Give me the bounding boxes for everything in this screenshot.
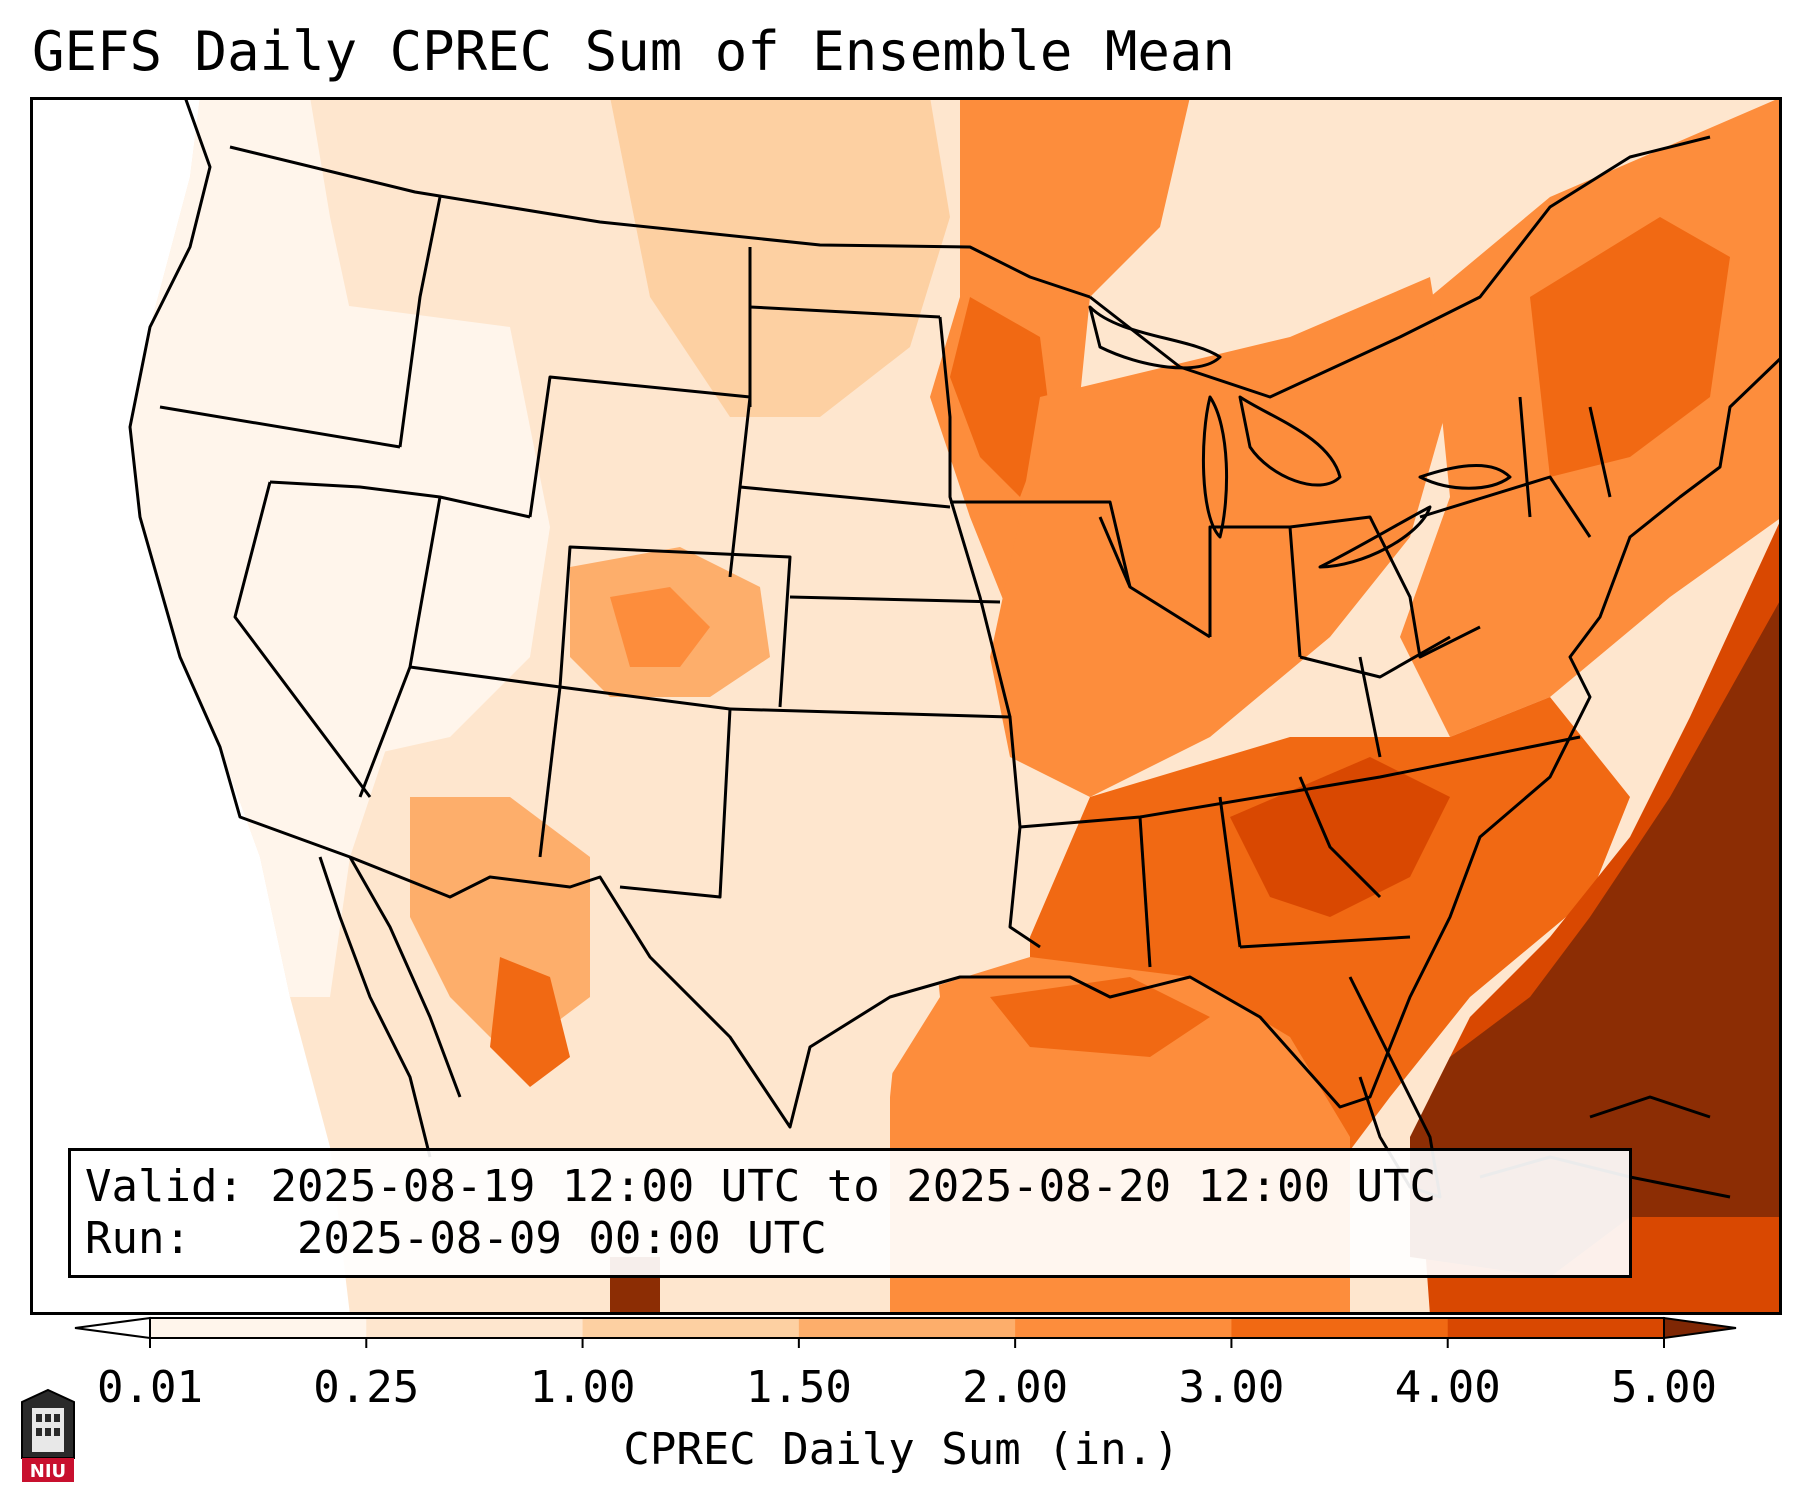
colorbar-segment: [1015, 1318, 1232, 1338]
colorbar-segment: [150, 1318, 367, 1338]
colorbar-tick-label: 2.00: [962, 1362, 1069, 1413]
colorbar-tick-label: 0.01: [97, 1362, 203, 1413]
colorbar-segment: [582, 1318, 800, 1338]
logo-text: NIU: [30, 1461, 66, 1482]
colorbar-segment: [366, 1318, 584, 1338]
niu-logo: NIU: [21, 1388, 75, 1482]
colorbar-segment: [798, 1318, 1016, 1338]
colorbar-segment: [1231, 1318, 1449, 1338]
colorbar-outline: [149, 1317, 1665, 1339]
map-frame: [30, 97, 1782, 1315]
colorbar-tick-label: 0.25: [313, 1362, 420, 1413]
colorbar: [74, 1316, 1737, 1348]
colorbar-label: CPREC Daily Sum (in.): [623, 1424, 1180, 1475]
run-label: Run:: [85, 1213, 191, 1264]
colorbar-ticks: [149, 1338, 1665, 1348]
colorbar-tick-label: 4.00: [1394, 1362, 1501, 1413]
colorbar-under-arrow: [74, 1316, 151, 1340]
valid-time-line: Valid: 2025-08-19 12:00 UTC to 2025-08-2…: [85, 1161, 1436, 1212]
valid-label: Valid:: [85, 1161, 244, 1212]
precipitation-map: [30, 97, 1782, 1315]
colorbar-over-arrow: [1663, 1316, 1737, 1340]
run-value: 2025-08-09 00:00 UTC: [296, 1213, 827, 1264]
valid-run-info-box: Valid: 2025-08-19 12:00 UTC to 2025-08-2…: [68, 1148, 1632, 1278]
colorbar-segment: [1447, 1318, 1665, 1338]
valid-value: 2025-08-19 12:00 UTC to 2025-08-20 12:00…: [270, 1161, 1437, 1212]
colorbar-tick-label: 5.00: [1611, 1362, 1717, 1413]
colorbar-tick-label: 3.00: [1178, 1362, 1285, 1413]
map-canvas: [30, 97, 1782, 1315]
chart-title: GEFS Daily CPREC Sum of Ensemble Mean: [32, 20, 1235, 83]
colorbar-tick-label: 1.50: [745, 1362, 852, 1413]
colorbar-segments: [74, 1316, 1737, 1340]
state-boundaries: [128, 97, 1782, 1199]
logo-banner: [22, 1458, 74, 1482]
colorbar-tick-label: 1.00: [529, 1362, 636, 1413]
run-time-line: Run: 2025-08-09 00:00 UTC: [85, 1213, 827, 1264]
